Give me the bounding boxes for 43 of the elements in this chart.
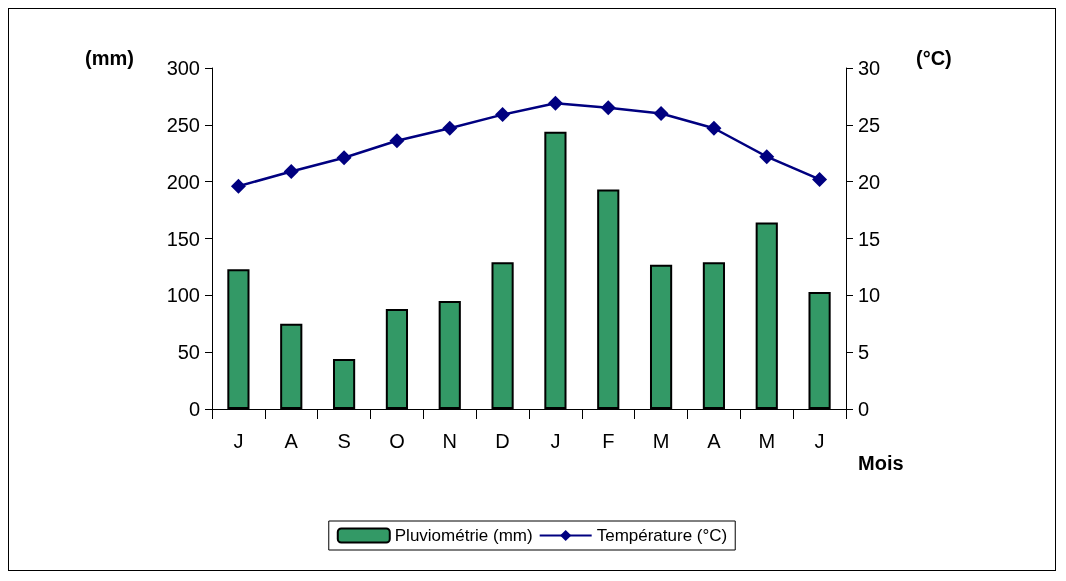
x-tick-label: J (814, 430, 825, 452)
legend-label: Température (°C) (596, 526, 728, 545)
point (600, 100, 616, 116)
x-tick-label: M (758, 430, 776, 452)
x-tick-label: N (442, 430, 457, 452)
x-tick-label: O (389, 430, 405, 452)
y2-tick-label: 10 (858, 284, 881, 307)
y-tick-label: 250 (166, 113, 200, 136)
y2-tick-label: 5 (858, 341, 870, 364)
point (230, 178, 246, 194)
point (389, 133, 405, 149)
point (495, 107, 511, 123)
y-tick-label: 150 (166, 227, 200, 250)
y2-tick-label: 20 (858, 170, 881, 193)
x-tick-label: J (550, 430, 561, 452)
y-tick-label: 100 (166, 284, 200, 307)
y-tick-label: 200 (166, 170, 200, 193)
point (283, 163, 299, 179)
x-tick-label: A (284, 430, 299, 452)
y2-axis-title: (°C) (916, 47, 952, 69)
x-tick-label: F (602, 430, 615, 452)
point (706, 120, 722, 136)
y2-tick-label: 15 (858, 227, 881, 250)
y2-tick-label: 0 (858, 398, 870, 420)
point (547, 95, 563, 111)
y2-tick-label: 30 (858, 57, 881, 79)
y-tick-label: 0 (188, 398, 200, 420)
x-tick-label: J (233, 430, 244, 452)
point (336, 150, 352, 166)
x-tick-label: S (337, 430, 351, 452)
x-tick-label: D (495, 430, 510, 452)
y-tick-label: 300 (166, 57, 200, 79)
x-tick-label: A (707, 430, 722, 452)
x-tick-label: M (652, 430, 670, 452)
y-tick-label: 50 (177, 341, 200, 364)
y-axis-title: (mm) (85, 47, 134, 69)
point (442, 120, 458, 136)
x-axis-title: Mois (858, 452, 904, 474)
point (759, 149, 775, 165)
y2-tick-label: 25 (858, 113, 881, 136)
point (653, 105, 669, 121)
point (812, 171, 828, 187)
legend-label: Pluviométrie (mm) (394, 526, 533, 545)
